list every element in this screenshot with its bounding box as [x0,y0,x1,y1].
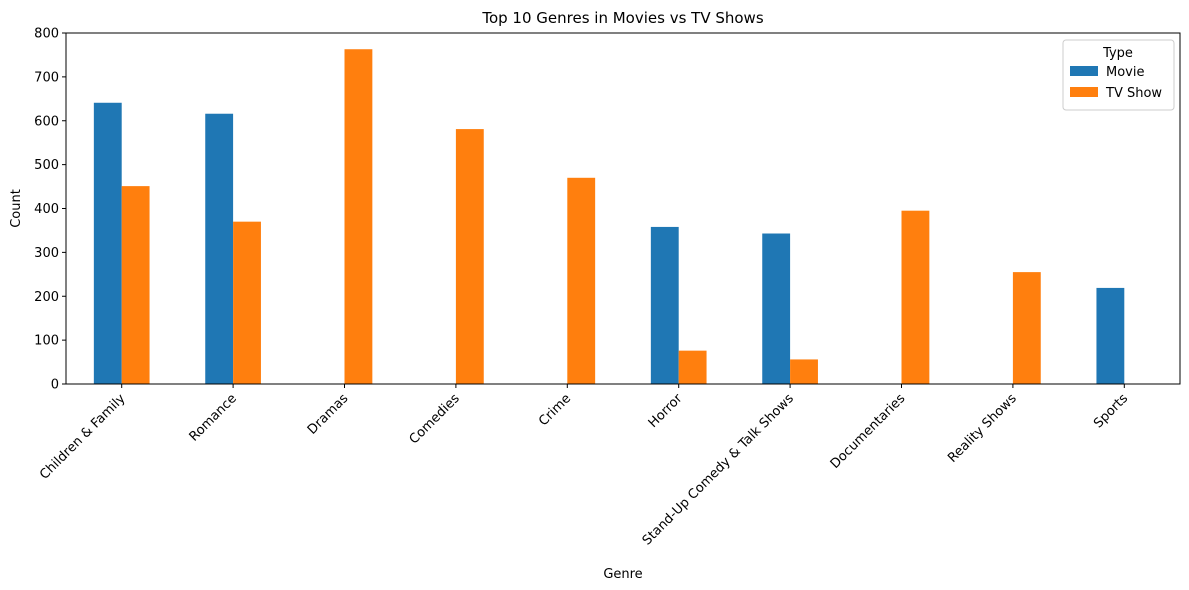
x-tick-label: Dramas [305,391,352,438]
legend-swatch-tv-show [1070,87,1098,97]
legend-label-movie: Movie [1106,65,1144,80]
bar-tv-show [567,177,596,384]
x-tick-label: Children & Family [37,391,129,483]
bar-tv-show [790,359,818,384]
bar-tv-show [901,210,930,384]
legend: Type Movie TV Show [1062,39,1175,111]
plot-frame [65,32,1181,385]
y-tick-label: 700 [34,70,59,85]
y-tick-label: 400 [34,202,59,217]
bar-movie [650,226,679,384]
bar-tv-show [121,186,150,384]
legend-label-tv-show: TV Show [1105,86,1162,101]
x-tick-label: Sports [1091,391,1131,431]
x-axis-title: Genre [603,567,642,582]
bar-movie [762,233,791,384]
y-tick-label: 0 [51,378,59,393]
bar-tv-show [1012,272,1041,384]
bar-tv-show [344,49,373,384]
bar-movie [93,102,122,384]
x-tick-label: Documentaries [828,391,909,472]
x-tick-label: Comedies [407,391,463,447]
legend-swatch-movie [1070,66,1098,76]
bar-movie [205,113,234,384]
y-tick-label: 300 [34,246,59,261]
bar-tv-show [233,221,261,384]
x-axis: Children & Family Romance Dramas Comedies Cr… [37,384,1131,548]
y-axis-title: Count [9,189,24,228]
bar-tv-show [455,129,484,384]
bars-group [93,49,1125,384]
y-tick-label: 600 [34,114,59,129]
chart-title: Top 10 Genres in Movies vs TV Shows [481,9,763,27]
y-tick-label: 200 [34,290,59,305]
x-tick-label: Reality Shows [945,391,1020,466]
legend-title: Type [1102,46,1133,61]
x-tick-label: Horror [646,391,686,431]
bar-movie [1096,287,1125,384]
y-tick-label: 800 [34,27,59,42]
x-tick-label: Romance [187,391,240,444]
y-tick-label: 500 [34,158,59,173]
bar-tv-show [678,350,707,384]
y-axis: 0 100 200 300 400 500 600 700 800 [34,27,66,393]
x-tick-label: Crime [536,391,574,429]
y-tick-label: 100 [34,334,59,349]
